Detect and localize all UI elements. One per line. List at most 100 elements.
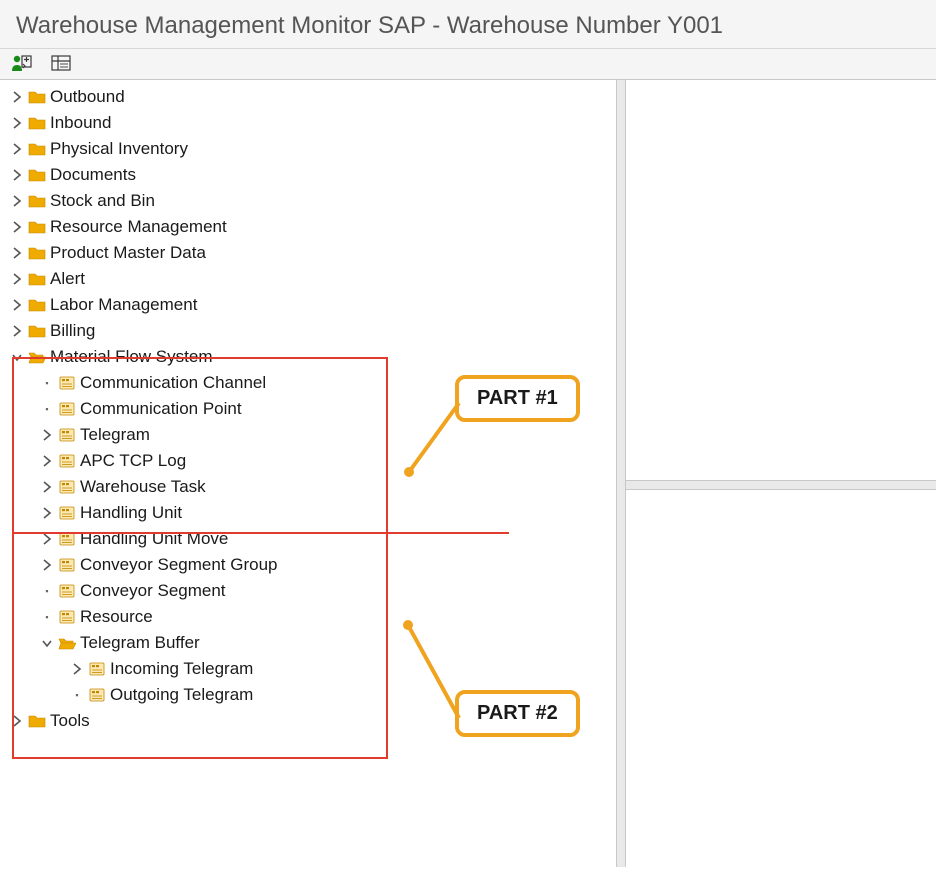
tree-item-label: Outbound — [50, 87, 125, 107]
expand-arrow-icon[interactable] — [70, 662, 84, 676]
tree-item[interactable]: Inbound — [2, 110, 614, 136]
folder-icon — [28, 219, 46, 235]
document-icon — [88, 687, 106, 703]
tree-item[interactable]: Product Master Data — [2, 240, 614, 266]
expand-arrow-icon[interactable] — [10, 272, 24, 286]
content-area: Outbound Inbound Physical Inventory Documen… — [0, 80, 936, 867]
tree-item-label: Billing — [50, 321, 95, 341]
expand-arrow-icon[interactable] — [10, 90, 24, 104]
tree-item[interactable]: Stock and Bin — [2, 188, 614, 214]
tree-item[interactable]: ▪Communication Channel — [2, 370, 614, 396]
document-icon — [58, 583, 76, 599]
tree-item[interactable]: Billing — [2, 318, 614, 344]
horizontal-splitter[interactable] — [626, 480, 936, 490]
folder-icon — [28, 713, 46, 729]
document-icon — [58, 401, 76, 417]
tree-item[interactable]: Incoming Telegram — [2, 656, 614, 682]
tree-item[interactable]: Handling Unit — [2, 500, 614, 526]
folder-icon — [28, 297, 46, 313]
tree-item-label: Handling Unit — [80, 503, 182, 523]
tree-item[interactable]: Labor Management — [2, 292, 614, 318]
folder-icon — [28, 89, 46, 105]
folder-icon — [28, 193, 46, 209]
tree-item[interactable]: Warehouse Task — [2, 474, 614, 500]
document-icon — [58, 479, 76, 495]
tree-item-label: Tools — [50, 711, 90, 731]
expand-arrow-icon[interactable] — [10, 142, 24, 156]
document-icon — [58, 609, 76, 625]
tree-item-label: Incoming Telegram — [110, 659, 253, 679]
expand-arrow-icon[interactable] — [40, 454, 54, 468]
tree-item-label: Resource Management — [50, 217, 227, 237]
tree-item-label: Resource — [80, 607, 153, 627]
tree-item[interactable]: Alert — [2, 266, 614, 292]
document-icon — [58, 453, 76, 469]
detail-pane — [626, 80, 936, 867]
folder-icon — [28, 115, 46, 131]
tree-item[interactable]: ▪ Communication Point — [2, 396, 614, 422]
open-folder-icon — [28, 349, 46, 365]
tree-item[interactable]: Handling Unit Move — [2, 526, 614, 552]
expand-arrow-icon[interactable] — [10, 168, 24, 182]
folder-icon — [28, 141, 46, 157]
expand-arrow-icon[interactable] — [40, 428, 54, 442]
tree-item[interactable]: Telegram — [2, 422, 614, 448]
folder-icon — [28, 271, 46, 287]
expand-arrow-icon[interactable] — [10, 324, 24, 338]
layout-detail-icon[interactable] — [50, 53, 72, 73]
tree-item-label: Labor Management — [50, 295, 197, 315]
tree-item[interactable]: APC TCP Log — [2, 448, 614, 474]
expand-arrow-icon[interactable] — [10, 194, 24, 208]
leaf-bullet-icon: ▪ — [40, 586, 54, 596]
tree-item[interactable]: Material Flow System — [2, 344, 614, 370]
tree-item-label: Stock and Bin — [50, 191, 155, 211]
expand-arrow-icon[interactable] — [10, 220, 24, 234]
tree-item[interactable]: Physical Inventory — [2, 136, 614, 162]
document-icon — [58, 531, 76, 547]
tree-item-label: Handling Unit Move — [80, 529, 228, 549]
window-title-text: Warehouse Management Monitor SAP - Wareh… — [16, 12, 723, 39]
expand-arrow-icon[interactable] — [10, 298, 24, 312]
expand-arrow-icon[interactable] — [40, 480, 54, 494]
tree-item-label: Material Flow System — [50, 347, 212, 367]
document-icon — [58, 375, 76, 391]
tree-item-label: Product Master Data — [50, 243, 206, 263]
document-icon — [58, 427, 76, 443]
tree-item[interactable]: ▪Conveyor Segment — [2, 578, 614, 604]
tree-item-label: Warehouse Task — [80, 477, 206, 497]
tree-item-label: Physical Inventory — [50, 139, 188, 159]
assign-user-icon[interactable] — [10, 53, 32, 73]
expand-arrow-icon[interactable] — [40, 506, 54, 520]
tree-item-label: Telegram Buffer — [80, 633, 200, 653]
expand-arrow-icon[interactable] — [40, 532, 54, 546]
tree-item[interactable]: Tools — [2, 708, 614, 734]
tree-item[interactable]: Outbound — [2, 84, 614, 110]
tree-item-label: APC TCP Log — [80, 451, 186, 471]
folder-icon — [28, 323, 46, 339]
tree-item-label: Documents — [50, 165, 136, 185]
collapse-arrow-icon[interactable] — [40, 636, 54, 650]
tree-item-label: Alert — [50, 269, 85, 289]
tree-item-label: Inbound — [50, 113, 111, 133]
vertical-splitter[interactable] — [616, 80, 626, 867]
tree-item[interactable]: Conveyor Segment Group — [2, 552, 614, 578]
window-title: Warehouse Management Monitor SAP - Wareh… — [0, 0, 936, 49]
tree-item[interactable]: Telegram Buffer — [2, 630, 614, 656]
collapse-arrow-icon[interactable] — [10, 350, 24, 364]
tree-item-label: Communication Point — [80, 399, 242, 419]
expand-arrow-icon[interactable] — [10, 246, 24, 260]
expand-arrow-icon[interactable] — [40, 558, 54, 572]
open-folder-icon — [58, 635, 76, 651]
tree-item[interactable]: ▪Resource — [2, 604, 614, 630]
folder-icon — [28, 245, 46, 261]
tree-item-label: Outgoing Telegram — [110, 685, 253, 705]
tree-item[interactable]: ▪Outgoing Telegram — [2, 682, 614, 708]
nav-tree: Outbound Inbound Physical Inventory Documen… — [2, 84, 614, 734]
tree-item[interactable]: Documents — [2, 162, 614, 188]
leaf-bullet-icon: ▪ — [40, 404, 54, 414]
expand-arrow-icon[interactable] — [10, 714, 24, 728]
expand-arrow-icon[interactable] — [10, 116, 24, 130]
document-icon — [88, 661, 106, 677]
tree-item[interactable]: Resource Management — [2, 214, 614, 240]
tree-item-label: Communication Channel — [80, 373, 266, 393]
